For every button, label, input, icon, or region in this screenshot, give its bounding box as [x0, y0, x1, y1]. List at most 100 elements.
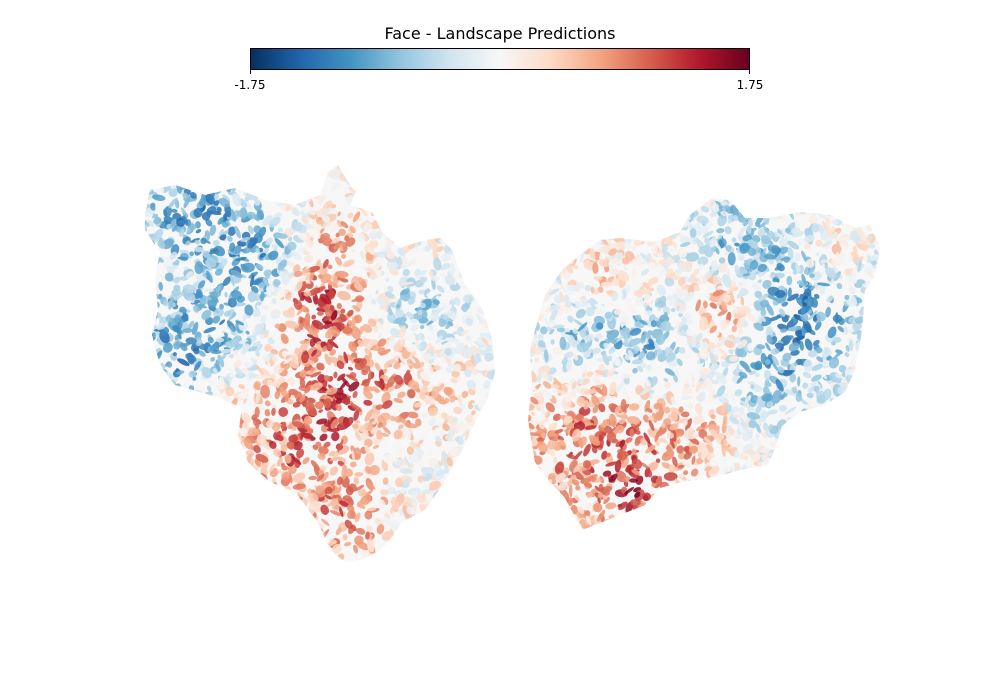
right-activity-patch — [822, 430, 828, 436]
right-activity-patch — [874, 405, 880, 411]
left-activity-patch — [188, 401, 193, 409]
left-activity-patch — [447, 310, 457, 321]
right-activity-patch — [858, 402, 867, 410]
left-activity-patch — [449, 233, 455, 246]
left-activity-patch — [146, 268, 152, 275]
left-activity-patch — [271, 244, 279, 249]
right-activity-patch — [655, 508, 665, 514]
left-activity-patch — [312, 174, 321, 185]
left-activity-patch — [309, 165, 318, 170]
right-activity-patch — [790, 519, 798, 530]
left-activity-patch — [145, 441, 153, 449]
left-activity-patch — [415, 339, 419, 346]
left-activity-patch — [349, 225, 356, 234]
right-activity-patch — [537, 198, 545, 200]
right-activity-patch — [782, 517, 791, 527]
left-activity-patch — [302, 551, 313, 557]
left-activity-patch — [414, 165, 423, 170]
left-activity-patch — [441, 253, 451, 262]
right-activity-patch — [588, 213, 595, 220]
left-activity-patch — [369, 239, 379, 249]
left-activity-patch — [166, 361, 173, 368]
left-activity-patch — [146, 521, 154, 531]
right-activity-patch — [703, 522, 717, 530]
left-activity-patch — [489, 317, 495, 326]
left-activity-patch — [455, 189, 464, 199]
right-activity-patch — [775, 513, 785, 522]
right-activity-patch — [717, 493, 730, 505]
left-activity-patch — [209, 464, 217, 473]
left-activity-patch — [304, 551, 312, 559]
left-activity-patch — [229, 531, 238, 543]
left-activity-patch — [190, 493, 196, 500]
left-activity-patch — [248, 500, 261, 510]
left-activity-patch — [480, 201, 490, 210]
right-activity-patch — [706, 487, 713, 494]
left-activity-patch — [367, 318, 377, 327]
left-activity-patch — [241, 519, 251, 527]
right-activity-patch — [768, 479, 774, 486]
left-activity-patch — [408, 179, 421, 188]
left-activity-patch — [420, 188, 425, 203]
right-activity-patch — [784, 479, 792, 489]
right-activity-patch — [742, 208, 750, 216]
left-activity-patch — [316, 418, 328, 425]
left-activity-patch — [145, 298, 147, 309]
right-activity-patch — [596, 198, 605, 200]
left-activity-patch — [139, 303, 145, 308]
left-activity-patch — [197, 470, 207, 479]
left-activity-patch — [149, 399, 156, 413]
left-activity-patch — [485, 165, 495, 168]
left-activity-patch — [462, 240, 476, 245]
left-activity-patch — [442, 224, 450, 231]
left-activity-patch — [432, 203, 441, 218]
left-activity-patch — [341, 326, 353, 335]
left-activity-patch — [433, 365, 441, 371]
right-activity-patch — [838, 516, 848, 525]
right-activity-patch — [843, 463, 852, 474]
right-activity-patch — [528, 305, 533, 311]
left-activity-patch — [492, 483, 495, 490]
left-activity-patch — [154, 541, 159, 552]
left-activity-patch — [145, 515, 151, 526]
left-activity-patch — [452, 482, 459, 494]
left-activity-patch — [484, 524, 495, 534]
left-activity-patch — [431, 354, 439, 361]
left-activity-patch — [187, 320, 195, 329]
left-activity-patch — [334, 211, 346, 221]
right-activity-patch — [532, 198, 540, 200]
left-activity-patch — [430, 312, 440, 322]
left-activity-patch — [322, 345, 328, 352]
left-activity-patch — [455, 504, 463, 511]
left-activity-patch — [215, 359, 220, 372]
left-activity-patch — [494, 540, 495, 550]
left-activity-patch — [429, 546, 434, 550]
right-activity-patch — [872, 323, 880, 330]
right-activity-patch — [793, 481, 804, 492]
left-activity-patch — [422, 521, 428, 527]
left-activity-patch — [393, 532, 403, 539]
left-activity-patch — [290, 542, 303, 550]
right-activity-patch — [847, 430, 858, 435]
right-activity-patch — [831, 424, 840, 435]
left-activity-patch — [224, 541, 233, 551]
left-activity-patch — [152, 537, 162, 543]
right-activity-patch — [772, 503, 778, 517]
right-activity-patch — [847, 517, 858, 527]
right-activity-patch — [528, 448, 529, 461]
left-activity-patch — [394, 374, 404, 385]
left-activity-patch — [210, 491, 217, 497]
left-activity-patch — [457, 469, 465, 476]
left-activity-patch — [320, 504, 330, 515]
left-activity-patch — [312, 169, 322, 178]
left-activity-patch — [280, 496, 286, 503]
right-activity-patch — [533, 230, 541, 237]
left-activity-patch — [264, 343, 272, 352]
left-activity-patch — [263, 491, 278, 499]
right-activity-patch — [744, 470, 753, 478]
left-activity-patch — [271, 506, 278, 517]
left-activity-patch — [413, 516, 420, 525]
right-activity-patch — [781, 520, 792, 529]
left-activity-patch — [355, 295, 365, 303]
left-activity-patch — [479, 453, 484, 463]
